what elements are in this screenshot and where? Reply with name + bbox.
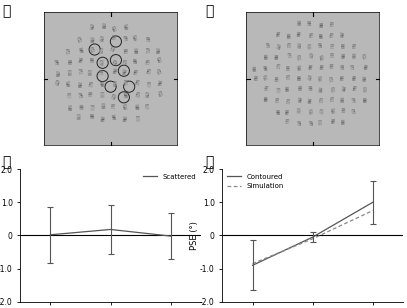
Contoured (250, 263, 255, 267)
Y-axis label: PSE (°): PSE (°) (190, 221, 199, 250)
Text: 다: 다 (2, 156, 11, 169)
Legend: Scattered: Scattered (142, 172, 197, 181)
Line: Simulation: Simulation (253, 211, 373, 264)
Legend: Contoured, Simulation: Contoured, Simulation (226, 172, 286, 191)
Text: 라: 라 (206, 156, 214, 169)
Contoured (370, 201, 375, 204)
Text: 가: 가 (2, 5, 11, 18)
Simulation (370, 209, 375, 213)
Simulation (310, 237, 315, 241)
Line: Contoured: Contoured (253, 202, 373, 265)
Text: 나: 나 (206, 5, 214, 18)
Contoured (310, 235, 315, 239)
Simulation (250, 262, 255, 265)
